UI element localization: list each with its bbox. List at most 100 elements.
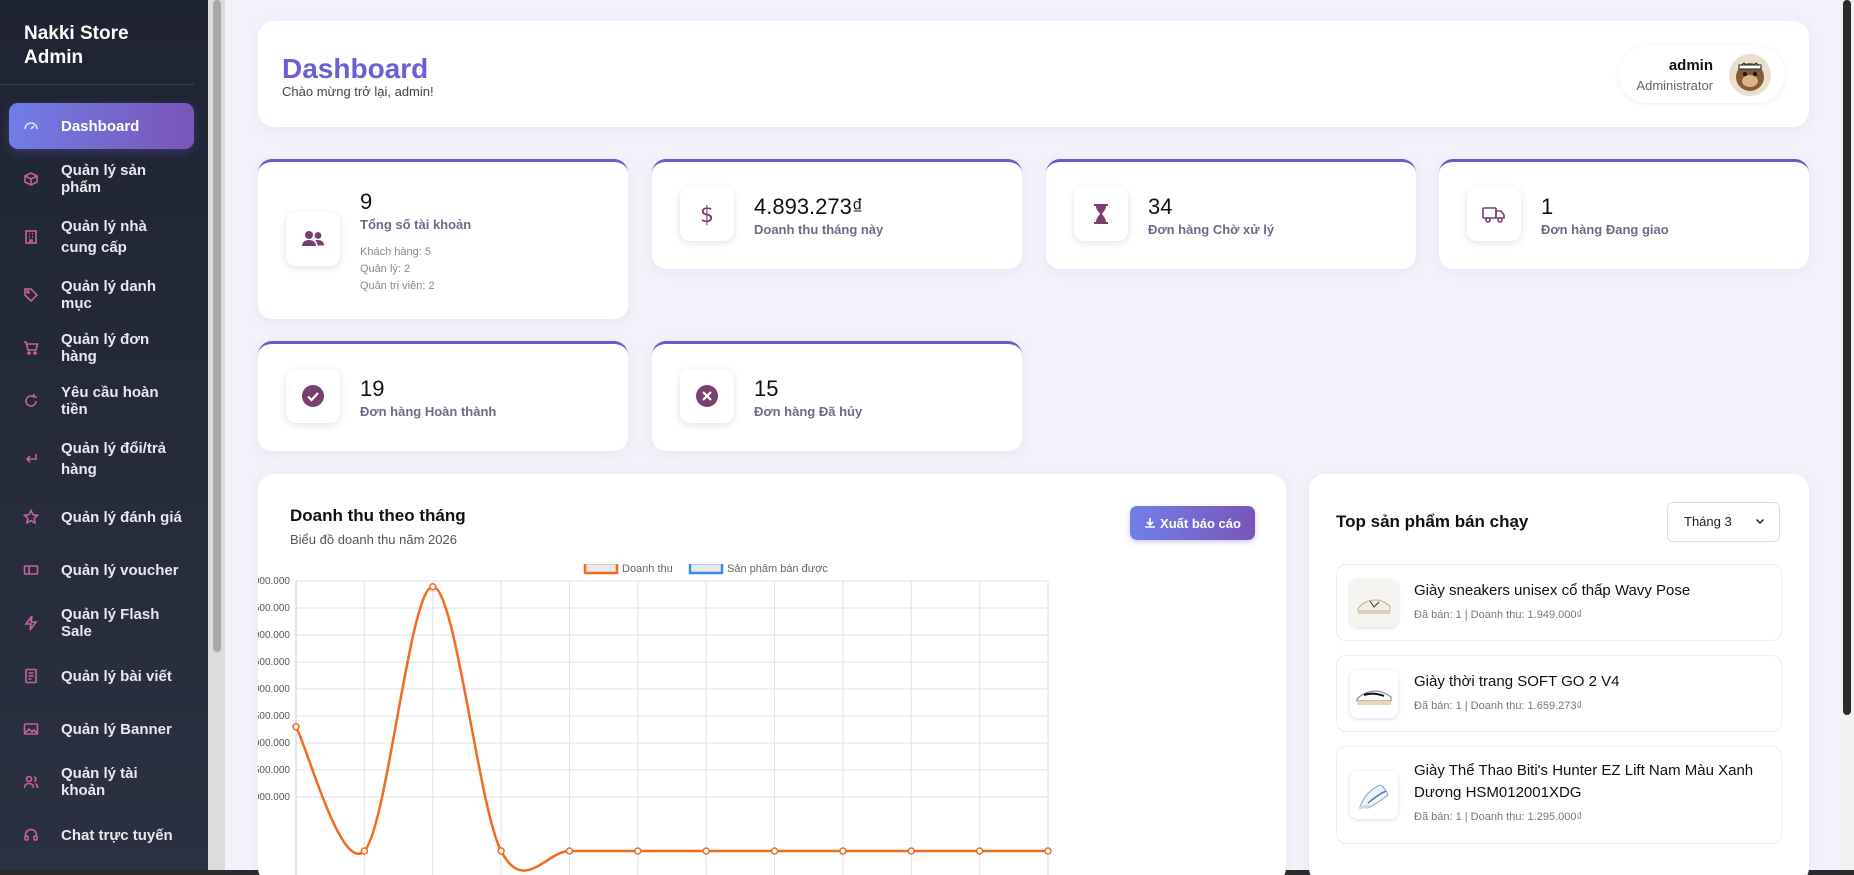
user-menu[interactable]: admin Administrator [1619, 46, 1785, 103]
avatar[interactable] [1729, 54, 1771, 96]
product-item[interactable]: Giày thời trang SOFT GO 2 V4 Đã bán: 1 |… [1336, 655, 1782, 732]
revenue-data-point [975, 847, 984, 855]
speedometer-icon [21, 116, 41, 136]
sidebar-scrollbar-thumb[interactable] [213, 0, 221, 652]
stat-card-accounts: 9 Tổng số tài khoản Khách hàng: 5 Quản l… [258, 159, 628, 319]
sidebar-item-chat[interactable]: Chat trực tuyến [9, 812, 194, 858]
product-sales-info: Đã bán: 1 | Doanh thu: 1.659.273₫ [1414, 700, 1583, 712]
hourglass-icon [1074, 187, 1128, 241]
stat-detail-admins: Quản trị viên: 2 [360, 280, 435, 292]
month-select[interactable]: Tháng 3 [1667, 502, 1780, 542]
sidebar-item-label: Dashboard [61, 117, 140, 135]
sidebar-item-returns[interactable]: Quản lý đổi/trả hàng [9, 431, 194, 487]
y-tick-label: 1.000.000 [258, 792, 290, 803]
y-tick-label: 2.000.000 [258, 738, 290, 749]
stat-label: Tổng số tài khoản [360, 217, 472, 232]
svg-text:$: $ [700, 203, 714, 227]
export-report-button[interactable]: Xuất báo cáo [1130, 506, 1255, 540]
users-icon [286, 212, 340, 266]
sidebar-item-banners[interactable]: Quản lý Banner [9, 706, 194, 752]
stat-value: 4.893.273₫ [754, 194, 864, 219]
stat-detail-managers: Quản lý: 2 [360, 263, 411, 275]
sidebar-item-label: Quản lý Flash Sale [61, 606, 160, 640]
refresh-icon [21, 391, 41, 411]
stat-card-shipping: 1 Đơn hàng Đang giao [1439, 159, 1809, 269]
sidebar-item-posts[interactable]: Quản lý bài viết [9, 653, 194, 699]
product-name: Giày sneakers unisex cổ thấp Wavy Pose [1414, 582, 1691, 599]
product-item[interactable]: Giày sneakers unisex cổ thấp Wavy Pose Đ… [1336, 564, 1782, 641]
user-name: admin [1668, 57, 1713, 74]
y-tick-label: 1.500.000 [258, 765, 290, 776]
stat-label: Đơn hàng Chờ xử lý [1148, 222, 1275, 237]
chart-panel-title: Doanh thu theo tháng [290, 506, 466, 525]
sidebar-item-label: Quản lý đơn hàng [61, 331, 150, 365]
sidebar: Nakki Store Admin Dashboard Quản lý sản … [0, 0, 208, 875]
stat-label: Đơn hàng Đã hủy [754, 404, 863, 419]
product-thumbnail [1350, 771, 1398, 819]
product-sales-info: Đã bán: 1 | Doanh thu: 1.295.000₫ [1414, 811, 1583, 823]
y-tick-label: 3.500.000 [258, 657, 290, 668]
lightning-icon [21, 613, 41, 633]
sidebar-item-label: Quản lý Banner [61, 720, 172, 738]
y-tick-label: 2.500.000 [258, 711, 290, 722]
sidebar-item-categories[interactable]: Quản lý danh mục [9, 272, 194, 318]
welcome-text: Chào mừng trở lại, admin! [282, 84, 434, 99]
sidebar-item-flash-sale[interactable]: Quản lý Flash Sale [9, 600, 194, 646]
dollar-icon: $ [680, 187, 734, 241]
ticket-icon [21, 560, 41, 580]
revenue-data-point [770, 847, 779, 855]
revenue-data-point [360, 847, 369, 855]
users-icon [21, 772, 41, 792]
product-sales-info: Đã bán: 1 | Doanh thu: 1.949.000₫ [1414, 609, 1583, 621]
top-products-panel: Top sản phẩm bán chạy Tháng 3 Giày sneak… [1309, 474, 1809, 875]
stat-card-revenue: $ 4.893.273₫ Doanh thu tháng này [652, 159, 1022, 269]
sidebar-item-dashboard[interactable]: Dashboard [9, 103, 194, 149]
sidebar-item-refunds[interactable]: Yêu cầu hoàn tiền [9, 378, 194, 424]
sidebar-item-label: Quản lý tài khoản [61, 765, 138, 799]
sidebar-item-label: Quản lý danh mục [61, 278, 157, 312]
stat-label: Đơn hàng Đang giao [1541, 222, 1669, 237]
sidebar-item-label: Quản lý voucher [61, 561, 179, 579]
export-report-label: Xuất báo cáo [1160, 515, 1241, 531]
stat-value: 15 [754, 376, 779, 401]
revenue-data-point [907, 847, 916, 855]
sidebar-item-label: Quản lý đổi/trả hàng [61, 440, 167, 478]
revenue-data-point [839, 847, 847, 855]
stat-label: Doanh thu tháng này [754, 222, 884, 237]
sidebar-item-label: Quản lý đánh giá [61, 508, 182, 526]
sidebar-item-accounts[interactable]: Quản lý tài khoản [9, 759, 194, 805]
product-name: Giày thời trang SOFT GO 2 V4 [1414, 673, 1620, 690]
stat-card-cancelled: 15 Đơn hàng Đã hủy [652, 341, 1022, 451]
legend-swatch [688, 564, 724, 575]
chevron-down-icon [1755, 518, 1765, 525]
page-header: Dashboard Chào mừng trở lại, admin! admi… [258, 21, 1809, 127]
sidebar-item-suppliers[interactable]: Quản lý nhà cung cấp [9, 209, 194, 265]
sidebar-item-orders[interactable]: Quản lý đơn hàng [9, 325, 194, 371]
revenue-data-point [497, 847, 505, 855]
page-scrollbar-thumb[interactable] [1843, 0, 1851, 715]
revenue-series-line [294, 585, 1048, 872]
y-tick-label: 4.000.000 [258, 630, 290, 641]
revenue-data-point [634, 847, 642, 855]
sidebar-item-reviews[interactable]: Quản lý đánh giá [9, 494, 194, 540]
sidebar-item-products[interactable]: Quản lý sản phẩm [9, 156, 194, 202]
stat-label: Đơn hàng Hoàn thành [360, 404, 497, 419]
legend-label: Sản phẩm bán được [727, 564, 828, 575]
x-circle-icon [680, 369, 734, 423]
document-icon [21, 666, 41, 686]
stat-detail-customers: Khách hàng: 5 [360, 246, 431, 258]
building-icon [21, 227, 41, 247]
image-icon [21, 719, 41, 739]
month-select-value: Tháng 3 [1684, 514, 1732, 529]
sidebar-item-label: Quản lý nhà cung cấp [61, 218, 147, 256]
stat-card-completed: 19 Đơn hàng Hoàn thành [258, 341, 628, 451]
cart-icon [21, 338, 41, 358]
product-item[interactable]: Giày Thể Thao Biti's Hunter EZ Lift Nam … [1336, 746, 1782, 844]
sidebar-item-vouchers[interactable]: Quản lý voucher [9, 547, 194, 593]
revenue-chart-panel: Doanh thu theo tháng Biểu đồ doanh thu n… [258, 474, 1286, 875]
star-icon [21, 507, 41, 527]
revenue-data-point [1044, 847, 1052, 855]
stat-value: 19 [360, 376, 385, 401]
brand-title: Nakki Store Admin [0, 0, 194, 85]
product-name: Giày Thể Thao Biti's Hunter EZ Lift Nam … [1414, 762, 1754, 801]
